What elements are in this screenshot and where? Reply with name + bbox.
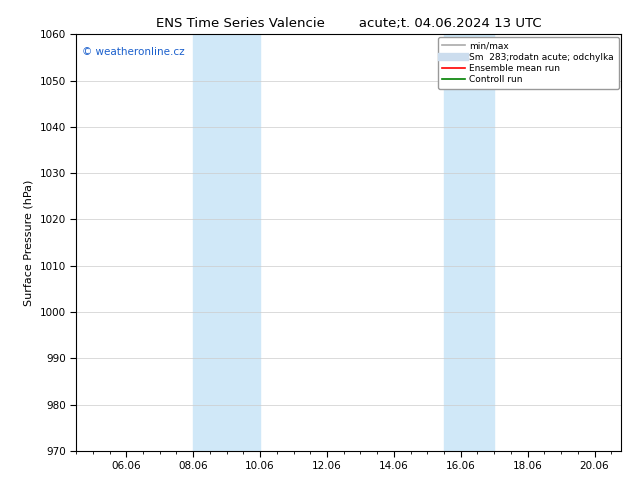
Bar — [193, 34, 260, 451]
Y-axis label: Surface Pressure (hPa): Surface Pressure (hPa) — [24, 179, 34, 306]
Title: ENS Time Series Valencie        acute;t. 04.06.2024 13 UTC: ENS Time Series Valencie acute;t. 04.06.… — [156, 17, 541, 30]
Bar — [444, 34, 495, 451]
Legend: min/max, Sm  283;rodatn acute; odchylka, Ensemble mean run, Controll run: min/max, Sm 283;rodatn acute; odchylka, … — [438, 37, 619, 89]
Text: © weatheronline.cz: © weatheronline.cz — [82, 47, 184, 57]
